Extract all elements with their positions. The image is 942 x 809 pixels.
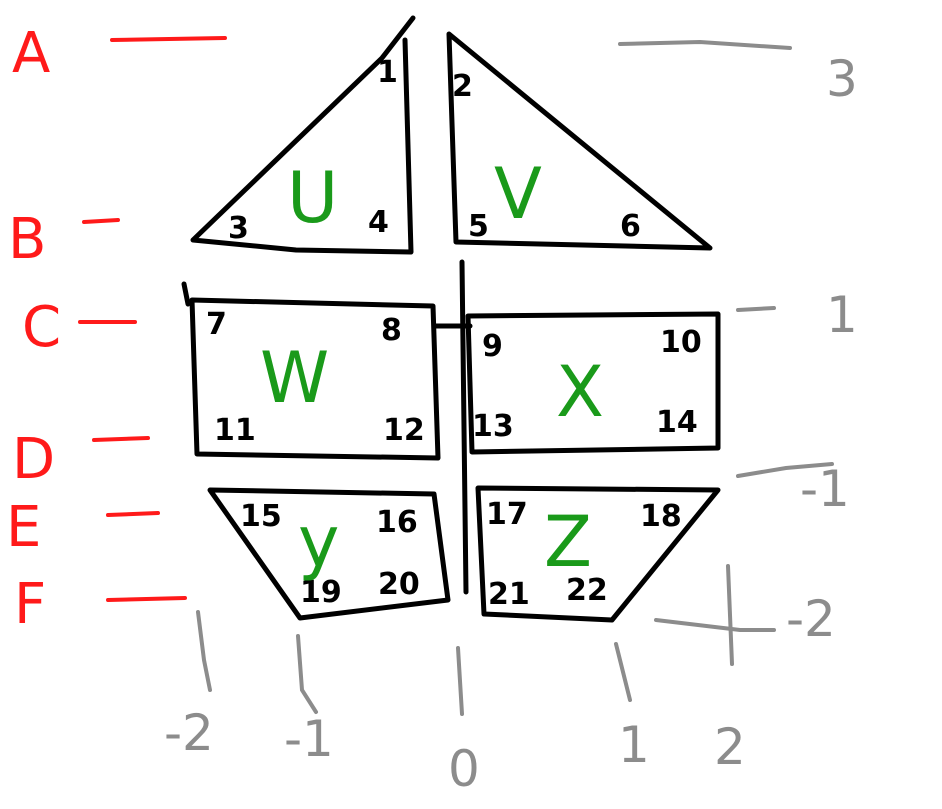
row-label-f: F bbox=[14, 572, 46, 637]
tick-line-1 bbox=[614, 642, 632, 702]
row-dash-d bbox=[92, 436, 150, 442]
vertex-label-9: 9 bbox=[482, 329, 503, 364]
tick-line-minus-2 bbox=[196, 610, 212, 692]
vertex-label-16: 16 bbox=[376, 505, 418, 540]
vertex-label-21: 21 bbox=[488, 577, 530, 612]
vertex-label-4: 4 bbox=[368, 205, 389, 240]
scale-label-minus-1: -1 bbox=[800, 460, 850, 518]
shape-letter-y: y bbox=[298, 501, 339, 583]
vertex-label-12: 12 bbox=[383, 413, 425, 448]
row-dash-a bbox=[110, 36, 227, 42]
scale-line-minus-2 bbox=[654, 618, 776, 632]
vertex-label-6: 6 bbox=[620, 209, 641, 244]
vertex-label-13: 13 bbox=[472, 409, 514, 444]
mast-lines bbox=[181, 259, 473, 595]
scale-line-minus-1 bbox=[736, 462, 834, 478]
tick-label-minus-1: -1 bbox=[284, 710, 334, 768]
shape-x-outline bbox=[465, 311, 721, 455]
shape-x: 9 10 13 14 X bbox=[465, 311, 721, 455]
scale-label-1: 1 bbox=[826, 286, 858, 344]
shape-v-outline bbox=[446, 31, 713, 251]
shape-z-outline bbox=[475, 485, 721, 623]
shape-w-outline bbox=[189, 297, 441, 461]
vertex-label-11: 11 bbox=[214, 413, 256, 448]
scale-line-1 bbox=[736, 306, 776, 312]
vertex-label-19: 19 bbox=[300, 575, 342, 610]
vertex-label-22: 22 bbox=[566, 573, 608, 608]
shape-y: 15 16 19 20 y bbox=[207, 487, 451, 621]
row-dash-b bbox=[82, 218, 120, 224]
horizontal-scale: -2 -1 0 1 2 bbox=[164, 610, 746, 798]
scale-label-3: 3 bbox=[826, 50, 858, 108]
vertical-scale: 3 1 -1 -2 bbox=[618, 39, 858, 666]
shape-z: 17 18 21 22 Z bbox=[475, 485, 721, 623]
shape-letter-u: U bbox=[287, 157, 338, 239]
shape-letter-z: Z bbox=[544, 501, 592, 583]
left-tick-line bbox=[181, 281, 191, 307]
tick-label-0: 0 bbox=[448, 740, 480, 798]
tick-label-1: 1 bbox=[618, 716, 650, 774]
vertex-label-15: 15 bbox=[240, 499, 282, 534]
vertex-label-5: 5 bbox=[468, 209, 489, 244]
row-label-d: D bbox=[12, 427, 55, 492]
vertex-label-20: 20 bbox=[378, 567, 420, 602]
vertex-label-10: 10 bbox=[660, 325, 702, 360]
scale-cross-line bbox=[726, 564, 734, 666]
vertex-label-3: 3 bbox=[228, 211, 249, 246]
row-dash-f bbox=[106, 596, 187, 602]
vertex-label-8: 8 bbox=[381, 313, 402, 348]
shape-letter-w: W bbox=[260, 337, 329, 419]
row-label-b: B bbox=[8, 207, 46, 272]
vertex-label-7: 7 bbox=[206, 307, 227, 342]
row-label-a: A bbox=[12, 21, 50, 86]
vertex-label-1: 1 bbox=[377, 55, 398, 90]
shape-v: 2 5 6 V bbox=[446, 31, 713, 251]
vertex-label-17: 17 bbox=[486, 497, 528, 532]
row-label-c: C bbox=[22, 295, 61, 360]
shape-letter-v: V bbox=[494, 153, 542, 235]
tick-label-2: 2 bbox=[714, 718, 746, 776]
shape-y-outline bbox=[207, 487, 451, 621]
tick-label-minus-2: -2 bbox=[164, 704, 214, 762]
tick-line-0 bbox=[456, 646, 464, 716]
shape-w: 7 8 11 12 W bbox=[189, 297, 441, 461]
center-divider-line bbox=[459, 259, 469, 595]
scale-line-3 bbox=[618, 39, 792, 50]
shape-letter-x: X bbox=[556, 351, 604, 433]
shape-u-outline bbox=[190, 15, 416, 255]
row-labels: A B C D E F bbox=[6, 21, 227, 637]
vertex-label-14: 14 bbox=[656, 405, 698, 440]
tick-line-minus-1 bbox=[296, 634, 318, 714]
vertex-label-18: 18 bbox=[640, 499, 682, 534]
row-dash-e bbox=[106, 511, 160, 517]
scale-label-minus-2: -2 bbox=[786, 590, 836, 648]
row-label-e: E bbox=[6, 495, 41, 560]
vertex-label-2: 2 bbox=[452, 69, 473, 104]
shape-u: 1 3 4 U bbox=[190, 15, 416, 255]
